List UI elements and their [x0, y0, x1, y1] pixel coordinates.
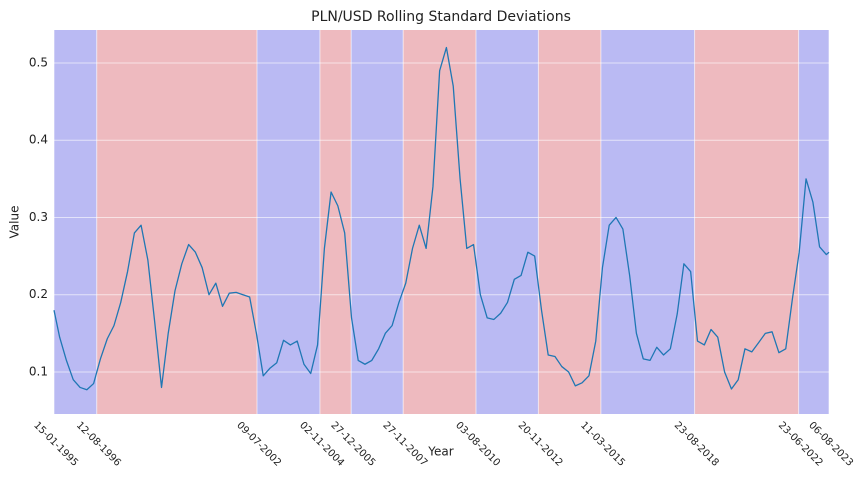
- x-axis-label: Year: [427, 445, 453, 459]
- line: [53, 46, 830, 391]
- region: [538, 30, 601, 414]
- region: [319, 30, 352, 414]
- x-tick-label: 20-11-2012: [516, 420, 565, 469]
- x-tick-label: 03-08-2010: [453, 420, 502, 469]
- region: [54, 30, 97, 414]
- region: [257, 30, 320, 414]
- x-tick-label: 23-08-2018: [672, 420, 721, 469]
- y-axis-label: Value: [8, 206, 22, 239]
- y-tick-label: 0.4: [29, 133, 48, 147]
- x-tick-label: 27-11-2007: [380, 420, 429, 469]
- region: [403, 30, 476, 414]
- y-tick-label: 0.3: [29, 210, 48, 224]
- region: [798, 30, 829, 414]
- region: [351, 30, 404, 414]
- region: [475, 30, 539, 414]
- y-tick-label: 0.5: [29, 55, 48, 69]
- x-tick-label: 12-08-1996: [74, 420, 123, 469]
- x-tick-label: 15-01-1995: [31, 420, 80, 469]
- region: [96, 30, 258, 414]
- chart-title: PLN/USD Rolling Standard Deviations: [311, 9, 571, 25]
- x-tick-label: 11-03-2015: [578, 420, 627, 469]
- x-tick-label: 09-07-2002: [234, 420, 283, 469]
- y-tick-label: 0.2: [29, 287, 48, 301]
- y-tick-label: 0.1: [29, 364, 48, 378]
- region: [694, 30, 799, 414]
- region: [600, 30, 695, 414]
